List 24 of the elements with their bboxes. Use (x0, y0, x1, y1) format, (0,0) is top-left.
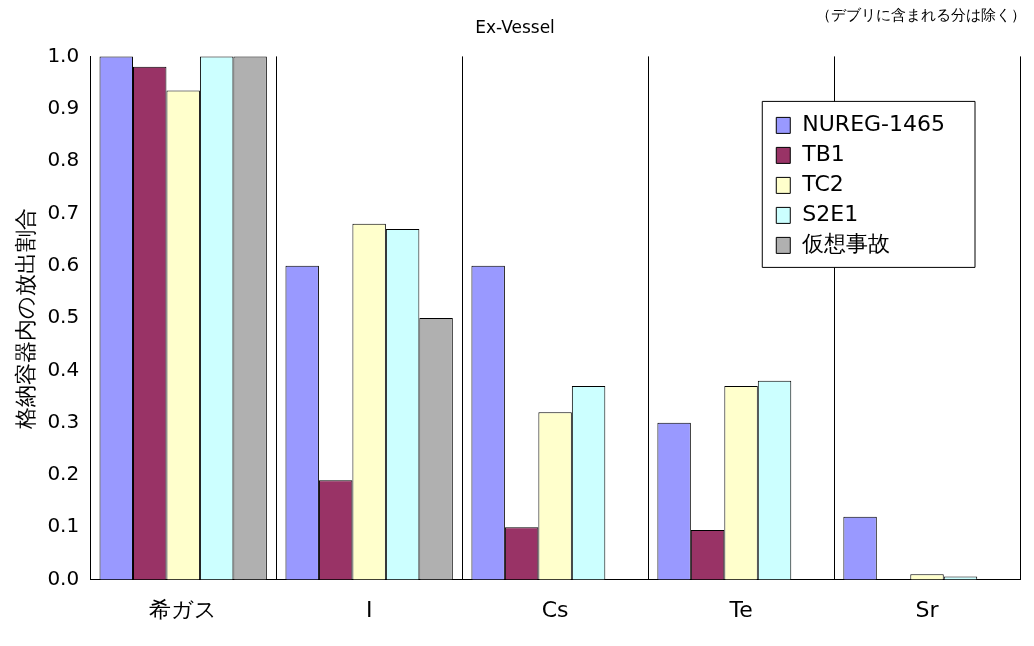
y-tick-label: 0.3 (47, 408, 80, 433)
legend-label: 仮想事故 (801, 231, 891, 257)
x-tick-label: Sr (915, 596, 940, 622)
y-tick-label: 0.5 (47, 304, 80, 329)
y-tick-label: 0.9 (47, 94, 80, 119)
x-tick-label: 希ガス (149, 596, 218, 622)
y-axis-title: 格納容器内の放出割合 (12, 207, 38, 430)
x-tick-label: Cs (541, 596, 569, 622)
y-tick-label: 0.8 (47, 147, 80, 172)
y-tick-label: 0.6 (47, 251, 80, 276)
chart-title: Ex-Vessel (475, 16, 555, 37)
x-tick-label: Te (728, 596, 753, 622)
y-tick-label: 0.2 (47, 461, 80, 486)
legend-label: NUREG-1465 (802, 111, 946, 137)
y-tick-label: 0.4 (47, 356, 80, 381)
y-tick-label: 0.7 (47, 199, 80, 224)
y-tick-label: 1.0 (47, 42, 80, 67)
y-tick-label: 0.1 (47, 513, 80, 538)
text: （デブリに含まれる分は除く） (816, 6, 1026, 25)
x-tick-label: I (365, 596, 373, 622)
legend-label: TC2 (801, 171, 844, 197)
legend-label: TB1 (801, 141, 845, 167)
y-tick-label: 0.0 (47, 565, 80, 590)
legend-label: S2E1 (802, 201, 859, 227)
